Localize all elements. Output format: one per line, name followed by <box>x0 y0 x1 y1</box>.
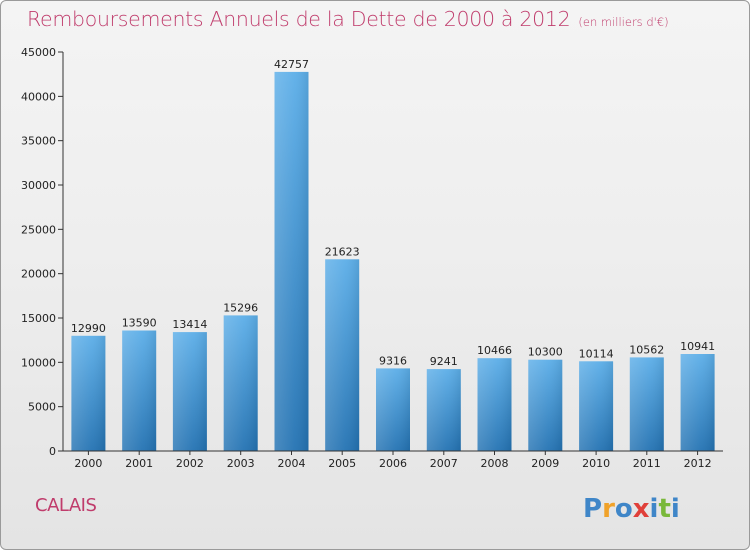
city-name: CALAIS <box>35 495 97 516</box>
y-tick-label: 5000 <box>28 401 56 414</box>
y-tick-label: 15000 <box>21 312 56 325</box>
x-tick-label-2002: 2002 <box>176 457 204 470</box>
x-tick-label-2007: 2007 <box>430 457 458 470</box>
bar-shade <box>680 354 715 451</box>
y-tick-label: 0 <box>49 445 56 458</box>
x-tick-label-2004: 2004 <box>278 457 306 470</box>
bar-shade <box>528 359 563 451</box>
bar-shade <box>274 71 309 452</box>
data-label-2011: 10562 <box>629 343 664 356</box>
x-tick-label-2010: 2010 <box>582 457 610 470</box>
data-label-2008: 10466 <box>477 344 512 357</box>
chart-title: Remboursements Annuels de la Dette de 20… <box>27 7 669 31</box>
y-tick-label: 35000 <box>21 135 56 148</box>
y-tick-label: 20000 <box>21 268 56 281</box>
x-tick-label-2003: 2003 <box>227 457 255 470</box>
chart-title-unit: (en milliers d'€) <box>578 15 669 29</box>
y-tick-label: 10000 <box>21 356 56 369</box>
bar-shade <box>122 330 157 451</box>
data-label-2002: 13414 <box>172 318 207 331</box>
svg-text:Proxiti: Proxiti <box>583 494 680 524</box>
y-axis: 0 5000 10000 15000 20000 25000 30000 35000 40000… <box>21 46 64 458</box>
x-tick-label-2009: 2009 <box>531 457 559 470</box>
data-label-2000: 12990 <box>71 322 106 335</box>
x-tick-label-2001: 2001 <box>125 457 153 470</box>
x-tick-label-2005: 2005 <box>328 457 356 470</box>
x-tick-label-2000: 2000 <box>74 457 102 470</box>
x-tick-label-2011: 2011 <box>633 457 661 470</box>
x-tick-label-2006: 2006 <box>379 457 407 470</box>
bar-shade <box>629 357 664 451</box>
bar-shade <box>223 315 258 451</box>
bar-shade <box>172 332 207 451</box>
bars: 12990 13590 13414 15296 42757 21623 9316 9241 10… <box>71 58 715 452</box>
data-label-2005: 21623 <box>325 245 360 258</box>
x-tick-label-2008: 2008 <box>481 457 509 470</box>
y-tick-label: 40000 <box>21 90 56 103</box>
data-label-2006: 9316 <box>379 354 407 367</box>
y-tick-label: 45000 <box>21 46 56 59</box>
y-tick-label: 30000 <box>21 179 56 192</box>
x-axis: 2000 2001 2002 2003 2004 2005 2006 2007 2008 2009… <box>63 450 723 470</box>
data-label-2001: 13590 <box>122 317 157 330</box>
data-label-2009: 10300 <box>528 346 563 359</box>
bar-shade <box>579 361 614 451</box>
data-label-2004: 42757 <box>274 58 309 71</box>
data-label-2010: 10114 <box>579 347 614 360</box>
data-label-2012: 10941 <box>680 340 715 353</box>
x-tick-label-2012: 2012 <box>684 457 712 470</box>
data-label-2007: 9241 <box>430 355 458 368</box>
bar-shade <box>376 368 410 451</box>
y-tick-label: 25000 <box>21 223 56 236</box>
bar-shade <box>477 358 512 451</box>
bar-shade <box>426 369 461 451</box>
bar-shade <box>71 335 106 451</box>
chart-title-main: Remboursements Annuels de la Dette de 20… <box>27 7 571 31</box>
bar-shade <box>325 259 360 451</box>
data-label-2003: 15296 <box>223 301 258 314</box>
proxiti-logo: Proxiti <box>583 494 680 524</box>
